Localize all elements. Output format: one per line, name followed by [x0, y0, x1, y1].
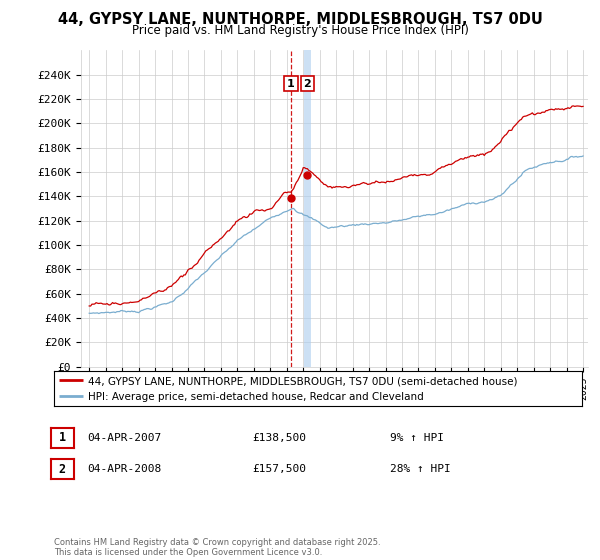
Text: £157,500: £157,500 [252, 464, 306, 474]
Text: 2: 2 [59, 463, 66, 476]
Text: 04-APR-2008: 04-APR-2008 [87, 464, 161, 474]
Text: 9% ↑ HPI: 9% ↑ HPI [390, 433, 444, 443]
Text: 44, GYPSY LANE, NUNTHORPE, MIDDLESBROUGH, TS7 0DU (semi-detached house): 44, GYPSY LANE, NUNTHORPE, MIDDLESBROUGH… [88, 376, 518, 386]
Text: Contains HM Land Registry data © Crown copyright and database right 2025.
This d: Contains HM Land Registry data © Crown c… [54, 538, 380, 557]
Text: 2: 2 [304, 78, 311, 88]
Text: £138,500: £138,500 [252, 433, 306, 443]
Text: Price paid vs. HM Land Registry's House Price Index (HPI): Price paid vs. HM Land Registry's House … [131, 24, 469, 37]
Text: HPI: Average price, semi-detached house, Redcar and Cleveland: HPI: Average price, semi-detached house,… [88, 393, 424, 402]
Text: 04-APR-2007: 04-APR-2007 [87, 433, 161, 443]
Text: 44, GYPSY LANE, NUNTHORPE, MIDDLESBROUGH, TS7 0DU: 44, GYPSY LANE, NUNTHORPE, MIDDLESBROUGH… [58, 12, 542, 27]
Text: 1: 1 [287, 78, 295, 88]
Text: 1: 1 [59, 431, 66, 445]
Text: 28% ↑ HPI: 28% ↑ HPI [390, 464, 451, 474]
